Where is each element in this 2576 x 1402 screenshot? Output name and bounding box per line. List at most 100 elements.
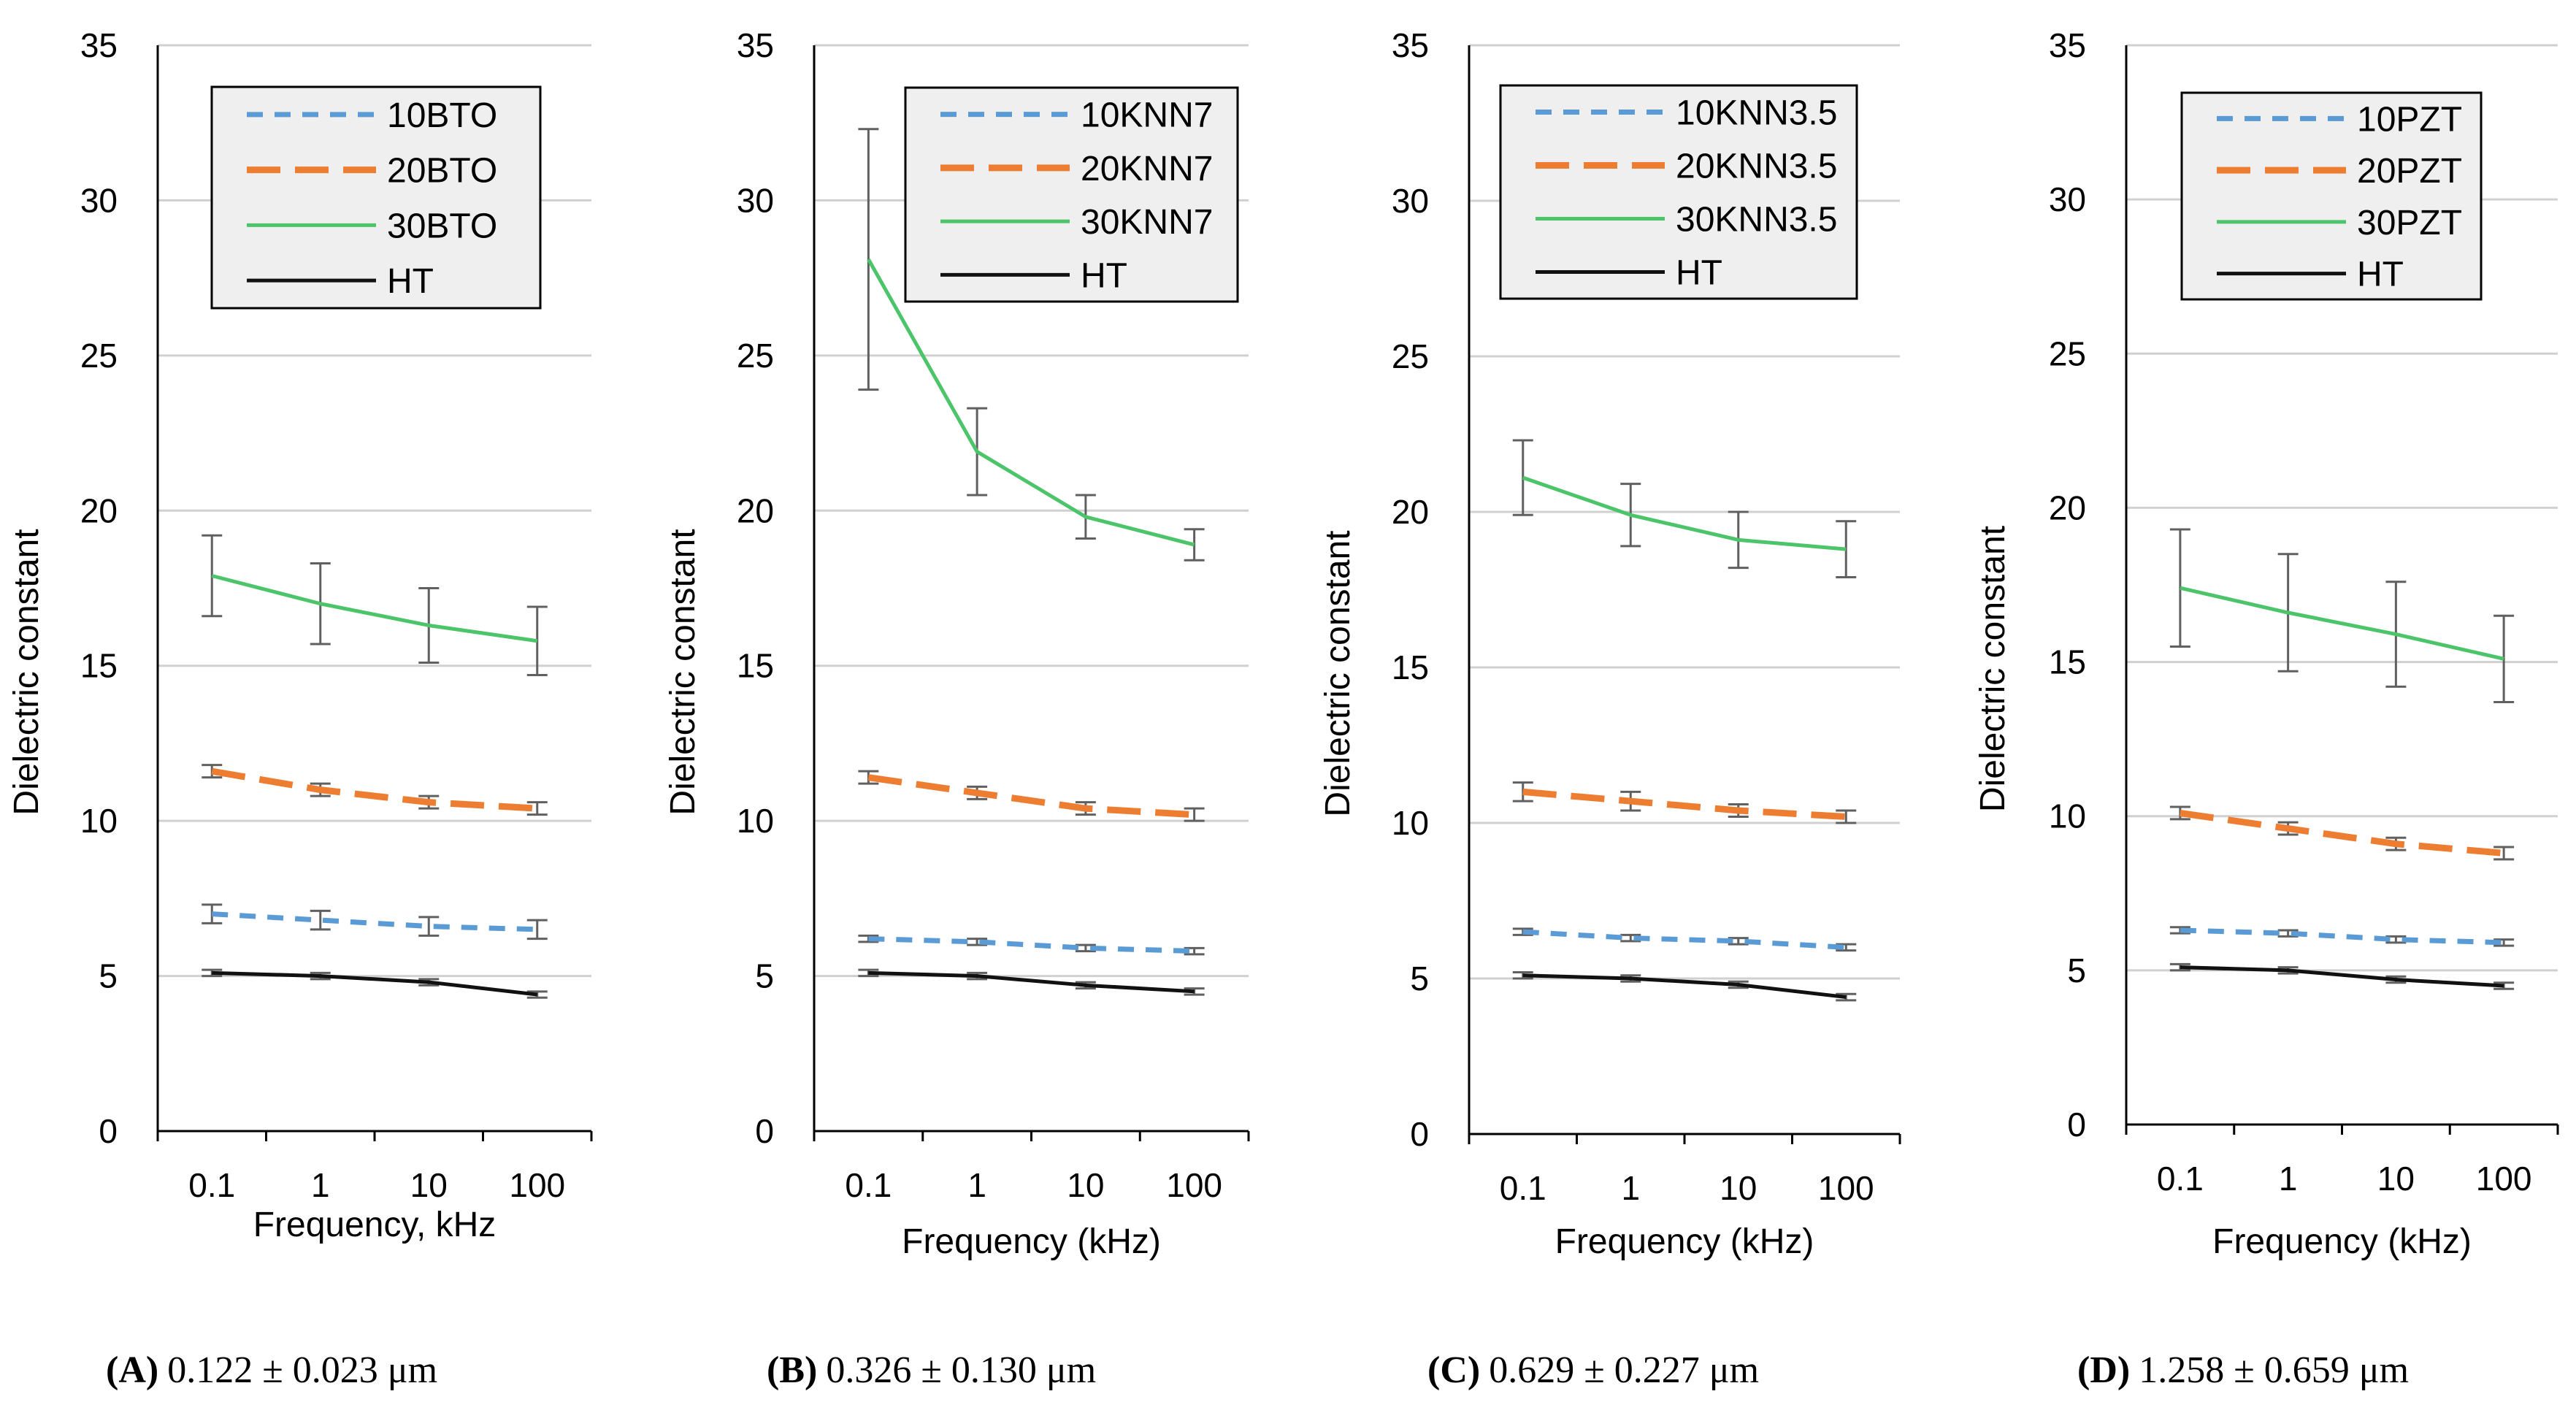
series-HT bbox=[2169, 962, 2515, 990]
series-20KNN3.5 bbox=[1512, 781, 1857, 824]
legend-label: 20BTO bbox=[387, 152, 497, 191]
y-axis-title: Dielectric constant bbox=[1974, 526, 2012, 812]
series-line bbox=[212, 911, 537, 932]
y-tick-label: 30 bbox=[80, 181, 118, 219]
series-line bbox=[868, 970, 1195, 994]
y-tick-label: 10 bbox=[737, 802, 774, 840]
y-tick-label: 0 bbox=[1410, 1115, 1429, 1153]
panel-caption: (D) 1.258 ± 0.659 μm bbox=[2077, 1349, 2409, 1391]
y-tick-label: 25 bbox=[2049, 334, 2086, 372]
series-line bbox=[2180, 810, 2504, 857]
y-tick-label: 35 bbox=[737, 26, 774, 64]
legend: 10KNN7 20KNN7 30KNN7 HT bbox=[904, 86, 1239, 303]
y-tick-label: 10 bbox=[1392, 804, 1429, 842]
panel-caption: (A) 0.122 ± 0.023 μm bbox=[106, 1349, 437, 1391]
series-line bbox=[868, 936, 1195, 954]
x-tick-label: 1 bbox=[1621, 1169, 1640, 1207]
y-tick-label: 0 bbox=[99, 1112, 118, 1150]
x-tick-label: 1 bbox=[967, 1166, 986, 1204]
series-20KNN7 bbox=[858, 770, 1205, 822]
y-tick-label: 35 bbox=[1392, 26, 1429, 64]
y-tick-label: 25 bbox=[737, 337, 774, 375]
y-axis-title: Dielectric constant bbox=[664, 529, 702, 815]
legend-label: 30KNN3.5 bbox=[1676, 201, 1837, 240]
legend-label: HT bbox=[1676, 254, 1722, 293]
x-tick-label: 1 bbox=[2279, 1160, 2298, 1198]
series-HT bbox=[858, 968, 1205, 996]
x-tick-label: 0.1 bbox=[845, 1166, 892, 1204]
caption-label: (D) bbox=[2077, 1349, 2130, 1391]
y-tick-label: 35 bbox=[80, 26, 118, 64]
y-tick-label: 5 bbox=[2067, 951, 2086, 989]
y-tick-label: 20 bbox=[2049, 489, 2086, 526]
x-axis-title: Frequency (kHz) bbox=[1555, 1222, 1814, 1261]
series-line bbox=[1522, 788, 1847, 820]
y-tick-label: 5 bbox=[1410, 959, 1429, 997]
caption-text: 0.122 ± 0.023 μm bbox=[167, 1349, 437, 1391]
legend-label: 20KNN3.5 bbox=[1676, 148, 1837, 186]
legend: 10BTO 20BTO 30BTO HT bbox=[210, 85, 542, 310]
caption-text: 0.629 ± 0.227 μm bbox=[1489, 1349, 1759, 1391]
y-tick-label: 15 bbox=[80, 647, 118, 685]
legend-box bbox=[2180, 91, 2483, 301]
series-line bbox=[867, 774, 1195, 819]
x-tick-label: 10 bbox=[1067, 1166, 1104, 1204]
y-axis-title: Dielectric constant bbox=[1319, 530, 1357, 816]
y-tick-label: 30 bbox=[1392, 182, 1429, 220]
y-tick-label: 25 bbox=[80, 337, 118, 375]
y-tick-label: 0 bbox=[2067, 1106, 2086, 1144]
x-tick-label: 0.1 bbox=[1500, 1169, 1546, 1207]
x-tick-label: 10 bbox=[1720, 1169, 1757, 1207]
y-tick-label: 5 bbox=[99, 957, 118, 995]
y-tick-label: 10 bbox=[80, 802, 118, 840]
legend-label: 10KNN7 bbox=[1081, 96, 1213, 135]
y-tick-label: 20 bbox=[80, 491, 118, 529]
y-tick-label: 25 bbox=[1392, 337, 1429, 375]
y-tick-label: 30 bbox=[2049, 180, 2086, 218]
series-line bbox=[2180, 965, 2504, 988]
series-10BTO bbox=[202, 903, 548, 941]
series-10KNN3.5 bbox=[1512, 927, 1857, 952]
series-line bbox=[1522, 475, 1847, 551]
series-20PZT bbox=[2169, 805, 2515, 861]
series-line bbox=[211, 574, 538, 643]
y-tick-label: 15 bbox=[1392, 648, 1429, 686]
x-tick-label: 100 bbox=[2476, 1160, 2532, 1198]
legend-label: 30BTO bbox=[387, 207, 497, 245]
series-30BTO bbox=[202, 534, 548, 676]
x-tick-label: 100 bbox=[1818, 1169, 1874, 1207]
x-axis-title: Frequency (kHz) bbox=[902, 1222, 1161, 1261]
legend-box bbox=[904, 86, 1239, 303]
series-line bbox=[2180, 586, 2504, 661]
caption-text: 1.258 ± 0.659 μm bbox=[2139, 1349, 2409, 1391]
legend-box bbox=[210, 85, 542, 310]
x-tick-label: 10 bbox=[2377, 1160, 2415, 1198]
series-10PZT bbox=[2169, 926, 2515, 947]
legend-label: 20PZT bbox=[2357, 152, 2462, 191]
x-tick-label: 0.1 bbox=[188, 1166, 235, 1204]
y-tick-label: 10 bbox=[2049, 797, 2086, 835]
caption-label: (C) bbox=[1427, 1349, 1480, 1391]
caption-text: 0.326 ± 0.130 μm bbox=[826, 1349, 1096, 1391]
series-30PZT bbox=[2169, 528, 2515, 703]
legend-label: 30PZT bbox=[2357, 204, 2462, 242]
series-line bbox=[211, 767, 538, 812]
y-tick-label: 30 bbox=[737, 181, 774, 219]
panel-caption: (C) 0.629 ± 0.227 μm bbox=[1427, 1349, 1759, 1391]
legend-label: 10PZT bbox=[2357, 100, 2462, 139]
series-line bbox=[867, 258, 1195, 547]
x-tick-label: 0.1 bbox=[2157, 1160, 2204, 1198]
legend-label: HT bbox=[2357, 256, 2404, 294]
legend-label: 20KNN7 bbox=[1081, 150, 1213, 188]
series-30KNN3.5 bbox=[1512, 439, 1857, 578]
series-10KNN7 bbox=[858, 934, 1205, 956]
legend-label: HT bbox=[1081, 256, 1127, 295]
x-tick-label: 1 bbox=[311, 1166, 330, 1204]
x-axis-title: Frequency (kHz) bbox=[2212, 1222, 2472, 1261]
legend-box bbox=[1499, 84, 1858, 300]
x-axis-title: Frequency, kHz bbox=[253, 1206, 497, 1244]
